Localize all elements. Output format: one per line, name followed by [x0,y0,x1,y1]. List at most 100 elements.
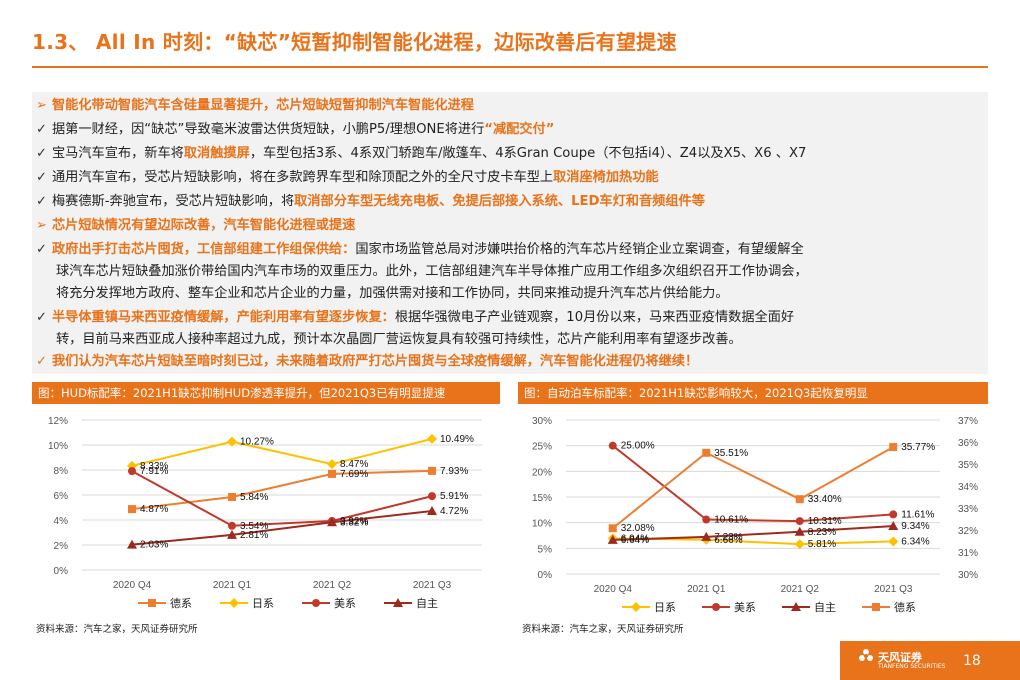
chart2-source: 资料来源：汽车之家，天风证券研究所 [522,624,684,635]
data-label: 8.47% [340,459,368,470]
bullet-malaysia-cont1: 转，目前马来西亚成人接种率超过九成，预计本次晶圆厂营运恢复具有较强可持续性，芯片… [56,332,742,347]
data-point [608,524,617,533]
x-tick-label: 2021 Q1 [687,584,726,595]
y-tick-label: 8% [54,466,69,477]
data-label: 7.91% [140,466,168,477]
data-point [428,466,436,475]
auto-parking-adoption-chart: 0% 5% 10% 15% 20% 25% 30% 30% 31% 32% 33% 34% 35% 36%… [532,416,978,614]
data-point [227,529,237,539]
data-label: 2.81% [240,530,268,541]
bullet-xpeng-lixiang: ✓ 据第一财经，因“缺芯”导致毫米波雷达供货短缺，小鹏P5/理想ONE将进行“减配… [36,122,555,137]
legend-label: 德系 [894,600,916,614]
y2-tick-label: 32% [958,526,978,537]
y2-tick-label: 34% [958,482,978,493]
x-tick-label: 2021 Q3 [413,580,452,591]
data-point [228,493,236,501]
data-point [427,506,437,515]
legend-label: 德系 [170,596,192,610]
y2-tick-label: 36% [958,438,978,449]
legend-marker [229,598,239,608]
page-title: 1.3、 All In 时刻：“缺芯”短暂抑制智能化进程，边际改善后有望提速 [32,30,677,54]
data-point [427,433,437,444]
legend-label: 日系 [252,597,274,610]
data-label: 8.23% [808,527,836,538]
y-tick-label: 15% [532,493,552,504]
data-label: 2.03% [140,540,168,551]
data-label: 4.87% [140,504,168,515]
data-point [327,517,337,527]
data-point [795,517,804,526]
series-line-自主 [131,510,433,546]
data-label: 9.34% [901,521,929,532]
legend-label: 美系 [734,601,756,614]
legend-label: 美系 [334,597,356,610]
data-label: 3.92% [340,516,368,527]
data-point [227,436,237,447]
series-line-美系 [131,470,433,527]
title-divider [32,66,988,68]
data-label: 35.51% [714,448,748,459]
data-label: 7.93% [440,466,468,477]
y2-tick-label: 37% [958,416,978,427]
data-label: 25.00% [621,441,655,452]
data-point [608,441,617,450]
data-label: 3.54% [240,521,268,532]
data-point [888,536,899,547]
data-label: 32.08% [621,523,655,534]
y-tick-label: 12% [48,416,68,427]
data-point [702,515,711,524]
y-tick-label: 4% [54,516,69,527]
series-line-日系 [131,437,433,467]
y2-tick-label: 33% [958,504,978,515]
data-label: 35.77% [901,442,935,453]
legend-marker [631,602,641,612]
data-point [889,510,898,519]
y-tick-label: 0% [538,570,553,581]
data-label: 10.61% [714,515,748,526]
data-point [889,443,898,452]
y-tick-label: 30% [532,416,552,427]
legend-marker [872,603,880,611]
data-point [328,469,336,478]
data-label: 5.84% [240,492,268,503]
data-point [127,539,137,549]
data-label: 7.23% [714,532,742,543]
bullet-malaysia: ✓ 半导体重镇马来西亚疫情缓解，产能利用率有望逐步恢复：根据华强微电子产业链观察，… [36,310,795,325]
y-tick-label: 25% [532,442,552,453]
legend-marker [393,598,403,607]
series-line-美系 [612,444,894,523]
y-tick-label: 5% [538,544,553,555]
x-tick-label: 2021 Q3 [874,584,913,595]
bullet-government-cont1: 球汽车芯片短缺叠加涨价带给国内汽车市场的双重压力。此外，工信部组建汽车半导体推广… [56,264,808,279]
legend-label: 日系 [654,601,676,614]
data-label: 33.40% [808,494,842,505]
data-label: 5.81% [808,539,836,550]
data-point [702,448,711,457]
data-point [428,492,436,501]
data-label: 6.64% [621,535,649,546]
data-point [794,539,805,550]
tianfeng-logo-icon [859,649,873,661]
series-line-自主 [612,525,894,541]
x-tick-label: 2021 Q2 [313,580,352,591]
y-tick-label: 20% [532,467,552,478]
data-point [128,505,136,514]
data-point [701,531,712,541]
y2-tick-label: 35% [958,460,978,471]
data-label: 10.27% [240,437,274,448]
data-point [794,526,805,536]
data-label: 5.91% [440,491,468,502]
bullet-bmw: ✓ 宝马汽车宣布，新车将取消触摸屏，车型包括3系、4系双门轿跑车/敞篷车、4系Gr… [36,146,807,161]
data-label: 11.61% [901,509,934,520]
chart1-title: 图：HUD标配率：2021H1缺芯抑制HUD渗透率提升，但2021Q3已有明显提… [32,382,500,404]
data-label: 6.66% [714,535,742,546]
series-line-德系 [131,469,433,511]
bullet-heading-1: ➢ 智能化带动智能汽车含硅量显著提升，芯片短缺短暂抑制汽车智能化进程 [36,98,474,113]
legend-marker [312,599,320,607]
legend-marker [791,602,801,611]
x-tick-label: 2021 Q1 [213,580,252,591]
data-point [228,521,236,530]
data-label: 10.31% [808,516,842,527]
data-label: 3.82% [340,517,368,528]
data-point [888,521,899,531]
